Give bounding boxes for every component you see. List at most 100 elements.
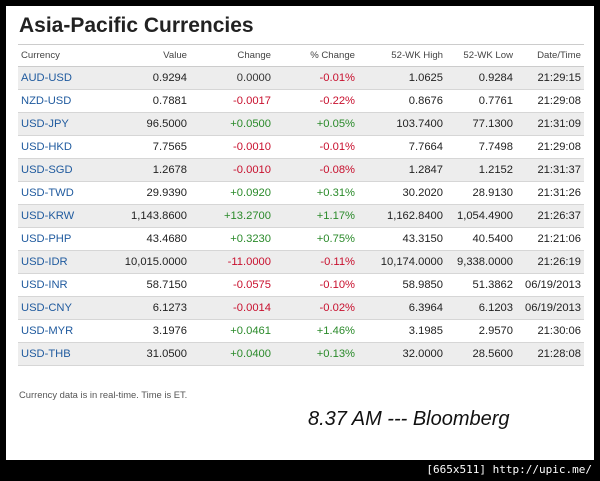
high-52wk-cell: 3.1985 — [358, 319, 446, 343]
high-52wk-cell: 1,162.8400 — [358, 204, 446, 228]
percent-change-cell: +1.46% — [274, 319, 358, 343]
currency-pair-link[interactable]: USD-HKD — [18, 135, 112, 159]
value-cell: 10,015.0000 — [112, 250, 190, 274]
percent-change-cell: +0.13% — [274, 342, 358, 366]
currency-pair-link[interactable]: USD-TWD — [18, 181, 112, 205]
low-52wk-cell: 28.9130 — [446, 181, 516, 205]
table-row: AUD-USD 0.9294 0.0000 -0.01% 1.0625 0.9284 21:… — [18, 66, 584, 90]
datetime-cell: 21:29:08 — [516, 89, 584, 113]
currency-pair-link[interactable]: USD-PHP — [18, 227, 112, 251]
high-52wk-cell: 10,174.0000 — [358, 250, 446, 274]
percent-change-cell: -0.02% — [274, 296, 358, 320]
low-52wk-cell: 0.7761 — [446, 89, 516, 113]
source-credit: 8.37 AM --- Bloomberg — [308, 408, 510, 430]
datetime-cell: 21:31:09 — [516, 112, 584, 136]
value-cell: 58.7150 — [112, 273, 190, 297]
column-header: % Change — [274, 44, 358, 67]
high-52wk-cell: 58.9850 — [358, 273, 446, 297]
column-header: Currency — [18, 44, 112, 67]
high-52wk-cell: 7.7664 — [358, 135, 446, 159]
datetime-cell: 21:26:37 — [516, 204, 584, 228]
low-52wk-cell: 6.1203 — [446, 296, 516, 320]
change-cell: 0.0000 — [190, 66, 274, 90]
table-row: USD-CNY 6.1273 -0.0014 -0.02% 6.3964 6.1203 06… — [18, 296, 584, 320]
percent-change-cell: +1.17% — [274, 204, 358, 228]
column-header: 52-WK Low — [446, 44, 516, 67]
datetime-cell: 21:31:26 — [516, 181, 584, 205]
value-cell: 43.4680 — [112, 227, 190, 251]
value-cell: 29.9390 — [112, 181, 190, 205]
low-52wk-cell: 1.2152 — [446, 158, 516, 182]
value-cell: 0.7881 — [112, 89, 190, 113]
currency-pair-link[interactable]: USD-INR — [18, 273, 112, 297]
table-row: USD-JPY 96.5000 +0.0500 +0.05% 103.7400 77.13… — [18, 112, 584, 136]
table-row: USD-KRW 1,143.8600 +13.2700 +1.17% 1,162.840… — [18, 204, 584, 228]
low-52wk-cell: 7.7498 — [446, 135, 516, 159]
change-cell: -0.0010 — [190, 158, 274, 182]
high-52wk-cell: 1.2847 — [358, 158, 446, 182]
low-52wk-cell: 2.9570 — [446, 319, 516, 343]
high-52wk-cell: 43.3150 — [358, 227, 446, 251]
watermark-text: [665x511] http://upic.me/ — [426, 463, 592, 476]
currency-pair-link[interactable]: USD-THB — [18, 342, 112, 366]
change-cell: -0.0575 — [190, 273, 274, 297]
high-52wk-cell: 0.8676 — [358, 89, 446, 113]
currency-pair-link[interactable]: USD-CNY — [18, 296, 112, 320]
low-52wk-cell: 1,054.4900 — [446, 204, 516, 228]
table-row: USD-MYR 3.1976 +0.0461 +1.46% 3.1985 2.9570 21… — [18, 319, 584, 343]
low-52wk-cell: 28.5600 — [446, 342, 516, 366]
currency-pair-link[interactable]: NZD-USD — [18, 89, 112, 113]
datetime-cell: 06/19/2013 — [516, 273, 584, 297]
percent-change-cell: -0.11% — [274, 250, 358, 274]
percent-change-cell: -0.08% — [274, 158, 358, 182]
page-title: Asia-Pacific Currencies — [19, 14, 254, 37]
currency-table: Currency Value Change % Change 52-WK Hig… — [18, 44, 584, 366]
table-row: USD-IDR 10,015.0000 -11.0000 -0.11% 10,174.0… — [18, 250, 584, 274]
datetime-cell: 21:26:19 — [516, 250, 584, 274]
change-cell: +13.2700 — [190, 204, 274, 228]
change-cell: +0.0500 — [190, 112, 274, 136]
percent-change-cell: +0.05% — [274, 112, 358, 136]
table-row: NZD-USD 0.7881 -0.0017 -0.22% 0.8676 0.7761 21… — [18, 89, 584, 113]
column-header: Date/Time — [516, 44, 584, 67]
percent-change-cell: -0.01% — [274, 135, 358, 159]
column-header: Value — [112, 44, 190, 67]
column-header: Change — [190, 44, 274, 67]
high-52wk-cell: 6.3964 — [358, 296, 446, 320]
currency-pair-link[interactable]: USD-IDR — [18, 250, 112, 274]
table-row: USD-THB 31.0500 +0.0400 +0.13% 32.0000 28.560… — [18, 342, 584, 366]
value-cell: 96.5000 — [112, 112, 190, 136]
footnote: Currency data is in real-time. Time is E… — [19, 389, 188, 400]
datetime-cell: 21:30:06 — [516, 319, 584, 343]
low-52wk-cell: 0.9284 — [446, 66, 516, 90]
low-52wk-cell: 77.1300 — [446, 112, 516, 136]
table-row: USD-SGD 1.2678 -0.0010 -0.08% 1.2847 1.2152 21… — [18, 158, 584, 182]
percent-change-cell: -0.01% — [274, 66, 358, 90]
change-cell: -0.0010 — [190, 135, 274, 159]
change-cell: -11.0000 — [190, 250, 274, 274]
value-cell: 31.0500 — [112, 342, 190, 366]
low-52wk-cell: 9,338.0000 — [446, 250, 516, 274]
low-52wk-cell: 40.5400 — [446, 227, 516, 251]
value-cell: 7.7565 — [112, 135, 190, 159]
currency-pair-link[interactable]: USD-KRW — [18, 204, 112, 228]
column-header: 52-WK High — [358, 44, 446, 67]
change-cell: -0.0014 — [190, 296, 274, 320]
percent-change-cell: +0.75% — [274, 227, 358, 251]
datetime-cell: 21:29:08 — [516, 135, 584, 159]
table-header-row: Currency Value Change % Change 52-WK Hig… — [18, 44, 584, 67]
change-cell: +0.0400 — [190, 342, 274, 366]
datetime-cell: 06/19/2013 — [516, 296, 584, 320]
currency-pair-link[interactable]: AUD-USD — [18, 66, 112, 90]
currency-pair-link[interactable]: USD-MYR — [18, 319, 112, 343]
high-52wk-cell: 32.0000 — [358, 342, 446, 366]
change-cell: -0.0017 — [190, 89, 274, 113]
datetime-cell: 21:28:08 — [516, 342, 584, 366]
datetime-cell: 21:31:37 — [516, 158, 584, 182]
high-52wk-cell: 103.7400 — [358, 112, 446, 136]
currency-pair-link[interactable]: USD-JPY — [18, 112, 112, 136]
percent-change-cell: -0.22% — [274, 89, 358, 113]
currency-pair-link[interactable]: USD-SGD — [18, 158, 112, 182]
table-body: AUD-USD 0.9294 0.0000 -0.01% 1.0625 0.9284 21:… — [18, 66, 584, 366]
high-52wk-cell: 30.2020 — [358, 181, 446, 205]
